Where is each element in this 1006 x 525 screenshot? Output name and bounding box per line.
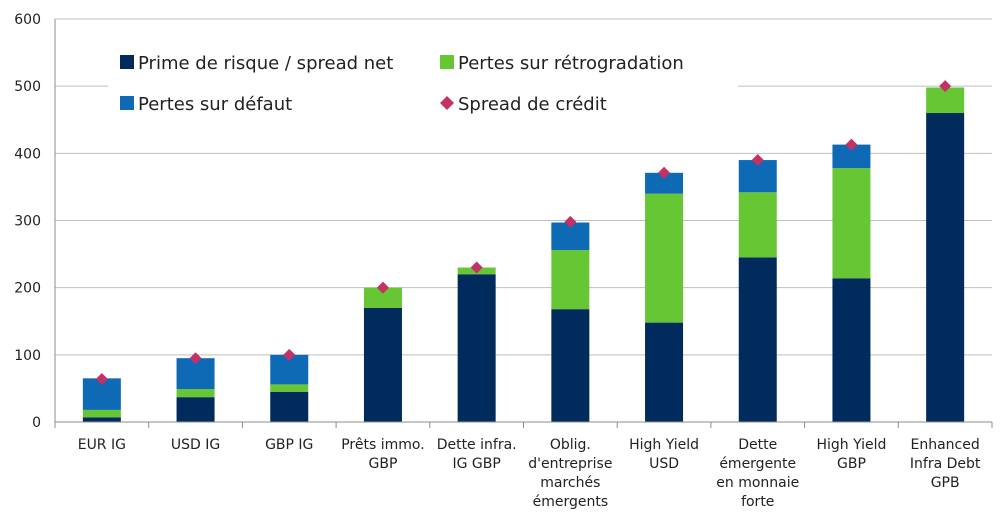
x-category-label-line: GBP [368,456,397,472]
bar-segment [738,192,777,258]
legend-background [108,36,738,128]
bar-segment [738,257,777,422]
x-category-label: Dette infra. IG GBP [437,437,517,472]
legend: Prime de risque / spread net Pertes sur r… [108,36,738,128]
x-category-label: Enhanced Infra Debt GPB [910,437,981,491]
x-category-label-line: High Yield [629,437,699,453]
x-category-label-line: EUR IG [78,437,126,453]
spread-markers [95,80,952,386]
x-category-label: USD IG [171,437,220,453]
x-category-label-line: émergents [533,494,609,510]
bar-segment [270,391,309,422]
x-category-label: EUR IG [78,437,126,453]
y-tick-label: 500 [14,79,41,95]
legend-label: Pertes sur rétrogradation [458,53,684,74]
x-category-label-line: USD IG [171,437,220,453]
axes: 0 100 200 300 400 500 600 EUR IG USD IG GBP IG Prê… [14,12,993,510]
x-category-label-line: Dette [738,437,777,453]
x-category-label-line: Oblig. [550,437,591,453]
bar-segment [832,144,871,169]
spread-marker [845,138,858,151]
x-category-label-line: GBP IG [265,437,313,453]
x-category-label-line: GPB [931,475,960,491]
x-category-label-line: Enhanced [911,437,980,453]
bar-segment [270,384,309,392]
x-category-label-line: IG GBP [452,456,500,472]
bar-segment [457,274,496,422]
bar-segment [82,417,121,422]
legend-swatch [120,96,134,110]
x-category-label-line: marchés [540,475,600,491]
x-category-label-line: forte [741,494,774,510]
bar-segment [176,389,215,398]
bar-segment [82,409,121,418]
y-tick-label: 300 [14,214,41,230]
x-category-label: GBP IG [265,437,313,453]
bar-segment [926,113,965,423]
bar-segment [645,193,684,323]
bar-segment [551,250,590,310]
bar-segment [363,287,402,308]
y-tick-label: 0 [32,415,41,431]
bar-segment [551,309,590,422]
spread-marker [751,154,764,167]
spread-marker [95,373,108,386]
spread-marker [283,348,296,361]
bar-segment [645,322,684,422]
x-category-label-line: Infra Debt [910,456,981,472]
x-category-label: Dette émergente en monnaie forte [716,437,799,510]
x-category-label-line: High Yield [816,437,886,453]
spread-marker [189,352,202,365]
x-category-label-line: en monnaie [716,475,799,491]
y-tick-label: 400 [14,146,41,162]
spread-marker [376,281,389,294]
legend-label: Prime de risque / spread net [138,53,393,74]
bar-segment [176,397,215,422]
x-category-label: High Yield GBP [816,437,886,472]
spread-marker [564,215,577,228]
legend-label: Pertes sur défaut [138,94,292,115]
x-category-label-line: Prêts immo. [341,437,424,453]
x-category-label-line: Dette infra. [437,437,517,453]
legend-swatch [120,55,134,69]
legend-swatch [440,55,454,69]
x-category-label-line: émergente [719,456,796,472]
bar-segment [832,168,871,279]
spread-marker [658,166,671,179]
x-category-label-line: GBP [837,456,866,472]
y-tick-label: 200 [14,281,41,297]
x-category-label: High Yield USD [629,437,699,472]
x-category-label: Oblig. d'entreprise marchés émergents [528,437,612,510]
y-tick-label: 100 [14,348,41,364]
bar-segment [363,307,402,422]
x-category-label: Prêts immo. GBP [341,437,424,472]
y-tick-label: 600 [14,12,41,28]
x-category-label-line: d'entreprise [528,456,612,472]
legend-marker [440,96,454,110]
x-category-label-line: USD [649,456,679,472]
bars [82,87,965,423]
bar-segment [832,278,871,422]
legend-label: Spread de crédit [458,94,607,115]
spread-marker [470,261,483,274]
bar-segment [645,172,684,194]
spread-marker [939,80,952,93]
